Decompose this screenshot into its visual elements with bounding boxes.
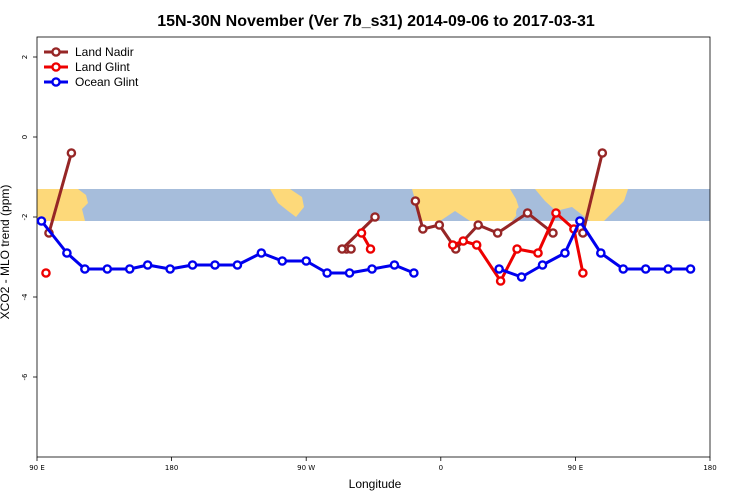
series-1-point-5 xyxy=(471,240,482,250)
series-2-point-21 xyxy=(560,248,570,258)
series-2-point-24 xyxy=(618,264,629,274)
series-0-line-0 xyxy=(47,152,73,234)
series-2-point-19 xyxy=(516,272,527,282)
y-tick-label-1: 0 xyxy=(21,135,29,139)
plot-frame xyxy=(36,36,711,458)
y-tick-label-4: -6 xyxy=(21,373,29,381)
series-1-point-8 xyxy=(533,248,543,258)
series-2-point-23 xyxy=(596,248,606,258)
x-tick-label-5: 180 xyxy=(703,464,716,472)
series-2-point-27 xyxy=(685,264,696,274)
series-2-point-7 xyxy=(187,260,198,270)
series-2 xyxy=(36,216,696,282)
series-1-point-9 xyxy=(551,208,561,218)
series-2-point-12 xyxy=(301,256,312,266)
series-0-point-10 xyxy=(434,220,445,230)
land-mass-3 xyxy=(535,189,628,221)
series-2-point-14 xyxy=(344,268,355,278)
series-1-point-2 xyxy=(365,244,376,254)
series-1-point-11 xyxy=(578,268,588,278)
series-0-point-5 xyxy=(370,212,380,222)
land-mass-0 xyxy=(37,189,88,221)
series-2-point-3 xyxy=(102,264,113,274)
series-2-point-8 xyxy=(210,260,220,270)
series-2-line-0 xyxy=(40,220,415,275)
x-tick-label-4: 90 E xyxy=(568,464,584,472)
series-layer xyxy=(36,148,696,286)
series-0-line-3 xyxy=(581,152,604,234)
series-0-point-4 xyxy=(337,244,347,254)
series-2-point-6 xyxy=(165,264,175,274)
series-2-point-18 xyxy=(494,264,504,274)
series-0-point-3 xyxy=(346,244,356,254)
land-mass-2 xyxy=(412,189,520,221)
legend-label-2: Ocean Glint xyxy=(75,75,139,89)
series-0-point-14 xyxy=(522,208,533,218)
series-0-point-1 xyxy=(66,148,77,158)
series-0-point-8 xyxy=(410,196,421,206)
series-2-point-1 xyxy=(62,248,72,258)
series-0-point-15 xyxy=(548,228,558,238)
series-2-point-15 xyxy=(367,264,377,274)
y-tick-label-2: -2 xyxy=(21,214,29,221)
series-1-point-0 xyxy=(41,268,51,278)
legend-marker-1 xyxy=(51,62,61,72)
series-2-point-9 xyxy=(232,260,243,270)
series-2-point-10 xyxy=(256,248,267,258)
series-0-point-7 xyxy=(597,148,608,158)
x-tick-label-0: 90 E xyxy=(29,464,45,472)
series-2-point-2 xyxy=(80,264,90,274)
series-2-point-17 xyxy=(409,268,419,278)
series-0 xyxy=(44,148,608,254)
series-1-point-6 xyxy=(495,276,506,286)
series-0-point-12 xyxy=(473,220,483,230)
series-2-point-5 xyxy=(142,260,153,270)
series-2-point-22 xyxy=(575,216,585,226)
x-axis-label: Longitude xyxy=(349,477,402,491)
series-0-point-13 xyxy=(492,228,503,238)
series-1-point-3 xyxy=(447,240,458,250)
y-axis-label: XCO2 - MLO trend (ppm) xyxy=(0,185,12,320)
series-2-point-4 xyxy=(124,264,135,274)
series-1-point-4 xyxy=(458,236,469,246)
series-2-point-26 xyxy=(663,264,673,274)
series-0-point-9 xyxy=(418,224,428,234)
series-2-line-1 xyxy=(498,219,691,279)
series-2-point-25 xyxy=(640,264,651,274)
legend-marker-0 xyxy=(51,47,61,57)
x-tick-label-1: 180 xyxy=(165,464,178,472)
legend-marker-2 xyxy=(51,77,61,87)
legend-label-1: Land Glint xyxy=(75,60,130,74)
y-tick-label-3: -4 xyxy=(21,293,29,301)
x-tick-label-3: 0 xyxy=(439,464,443,472)
series-1-point-1 xyxy=(356,228,367,238)
legend-label-0: Land Nadir xyxy=(75,45,134,59)
series-2-point-16 xyxy=(389,260,400,270)
series-1-point-7 xyxy=(512,244,522,254)
y-tick-label-0: 2 xyxy=(21,55,29,59)
y-axis: 2 0 -2 -4 -6 xyxy=(21,55,37,381)
x-tick-label-2: 90 W xyxy=(297,464,315,472)
series-2-point-20 xyxy=(537,260,548,270)
land-mass-1 xyxy=(270,189,304,217)
series-2-point-11 xyxy=(277,256,288,266)
x-axis: 90 E 180 90 W 0 90 E 180 xyxy=(29,457,717,472)
series-2-point-0 xyxy=(36,216,47,226)
chart-title: 15N-30N November (Ver 7b_s31) 2014-09-06… xyxy=(157,13,595,30)
series-2-point-13 xyxy=(322,268,332,278)
